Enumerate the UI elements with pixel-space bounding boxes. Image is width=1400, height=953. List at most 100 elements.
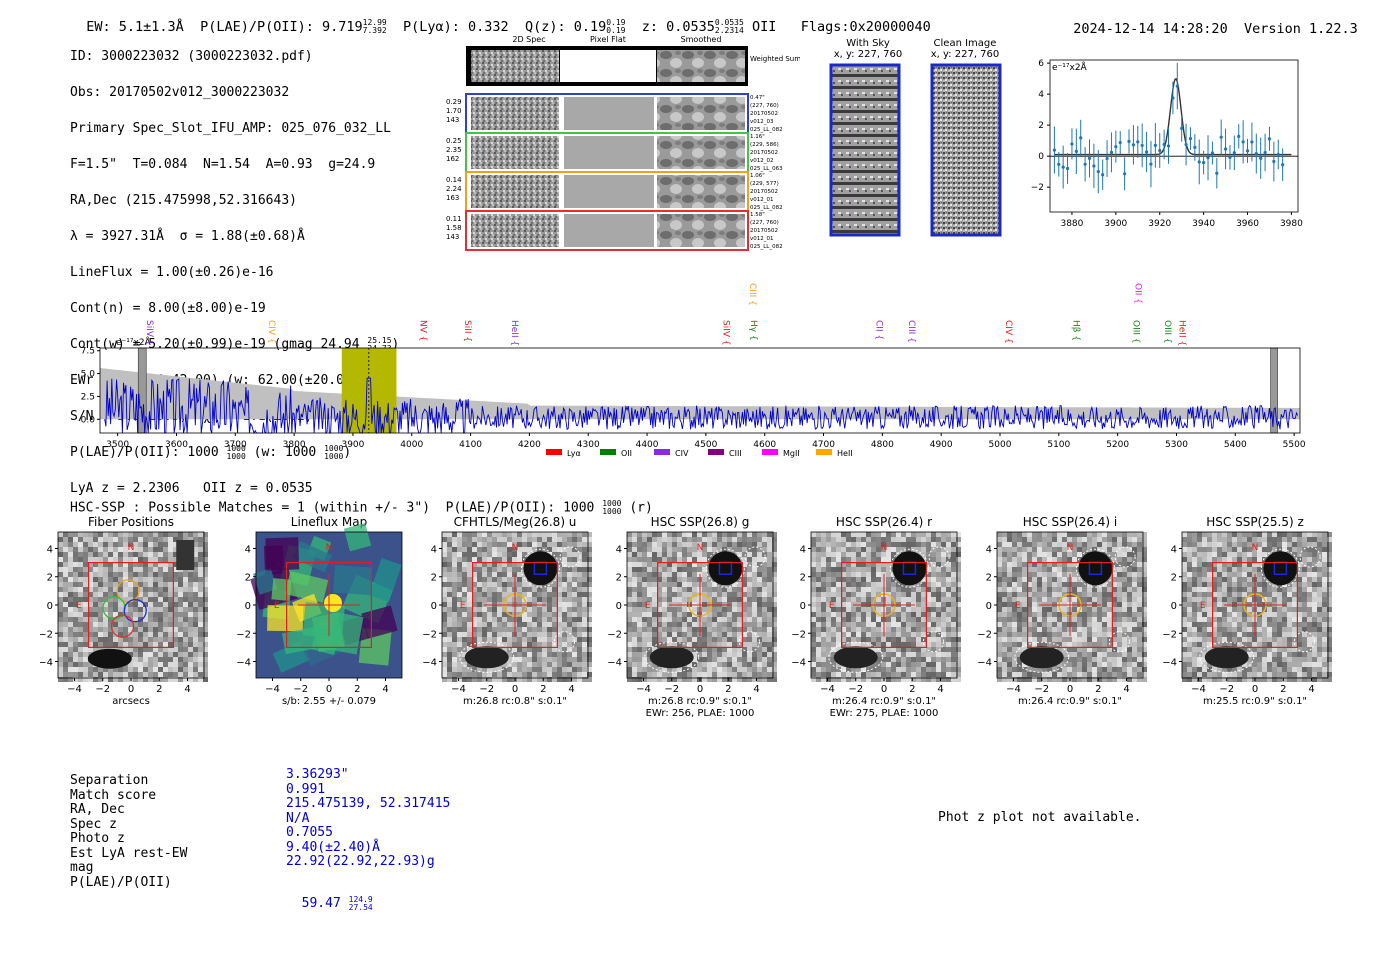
plya-value: P(Lyα): 0.332 bbox=[403, 19, 509, 35]
match-value: N/A bbox=[286, 810, 310, 826]
zoom-point bbox=[1206, 156, 1210, 160]
match-label: Photo z bbox=[70, 831, 125, 846]
bright-source bbox=[708, 551, 743, 586]
info-z: LyA z = 2.2306 OII z = 0.0535 bbox=[70, 481, 313, 496]
bright-source bbox=[1263, 551, 1298, 586]
zoom-point bbox=[1237, 134, 1241, 138]
spectrum-x-tick: 5200 bbox=[1106, 440, 1129, 450]
zoom-point bbox=[1162, 142, 1166, 147]
panel-y-tick: −2 bbox=[422, 629, 437, 640]
match-label: P(LAE)/P(OII) bbox=[70, 874, 172, 890]
spectrum-x-tick: 4600 bbox=[753, 440, 776, 450]
panel-title: CFHTLS/Meg(26.8) u bbox=[454, 515, 577, 529]
panel-x-tick: 0 bbox=[1067, 684, 1073, 695]
zoom-x-tick: 3880 bbox=[1060, 219, 1083, 229]
spectrum-x-tick: 5300 bbox=[1165, 440, 1188, 450]
cutout-flat bbox=[564, 175, 654, 208]
panel-title: Fiber Positions bbox=[88, 515, 174, 529]
zoom-point bbox=[1158, 148, 1162, 153]
spectrum-x-tick: 4100 bbox=[459, 440, 482, 450]
panel-y-tick: 0 bbox=[245, 601, 251, 612]
cutout-left-stat: 1.70 bbox=[446, 107, 462, 115]
panel-title: HSC SSP(26.8) g bbox=[651, 515, 750, 529]
zoom-y-tick: 4 bbox=[1038, 90, 1044, 100]
legend-label: Lyα bbox=[567, 449, 581, 458]
east-label: E bbox=[274, 601, 280, 611]
match-label: mag bbox=[70, 860, 94, 875]
panel-x-tick: −2 bbox=[479, 684, 494, 695]
panel-title: HSC SSP(26.4) i bbox=[1023, 515, 1118, 529]
cutout-left-stat: 162 bbox=[446, 155, 459, 163]
search-box bbox=[472, 562, 558, 648]
panel-x-tick: 4 bbox=[1308, 684, 1314, 695]
search-box bbox=[88, 562, 174, 648]
cutout-right-info: (227, 760) bbox=[750, 220, 779, 226]
col-pixel-flat: Pixel Flat bbox=[590, 35, 626, 44]
cutout-smooth bbox=[657, 97, 745, 130]
faint-source bbox=[464, 646, 509, 669]
panel-y-tick: 4 bbox=[245, 544, 251, 555]
panel-x-tick: 4 bbox=[184, 684, 190, 695]
with-sky-title: With Sky x, y: 227, 760 bbox=[833, 38, 903, 60]
zoom-point bbox=[1136, 140, 1140, 144]
zoom-point bbox=[1101, 173, 1105, 177]
spectrum-x-tick: 3600 bbox=[165, 440, 188, 450]
legend-swatch bbox=[546, 449, 562, 455]
spectrum-x-tick: 3500 bbox=[106, 440, 129, 450]
cutout-row-frame bbox=[465, 210, 749, 251]
spectrum-x-tick: 3700 bbox=[224, 440, 247, 450]
spectrum-x-tick: 4000 bbox=[400, 440, 423, 450]
match-value: 3.36293" bbox=[286, 767, 349, 782]
panel-caption: s/b: 2.55 +/- 0.079 bbox=[282, 696, 376, 707]
bright-source bbox=[1078, 551, 1113, 586]
zoom-y-tick: 2 bbox=[1038, 121, 1044, 131]
spectrum-y-tick: 7.5 bbox=[81, 347, 95, 357]
legend-swatch bbox=[762, 449, 778, 455]
zoom-point bbox=[1123, 172, 1127, 176]
ew-value: EW: 5.1±1.3Å bbox=[86, 19, 184, 35]
panel-y-tick: 2 bbox=[1171, 573, 1177, 584]
panel-x-tick: −4 bbox=[265, 684, 280, 695]
info-lambda: λ = 3927.31Å σ = 1.88(±0.68)Å bbox=[70, 229, 305, 244]
panel-y-tick: −2 bbox=[40, 629, 53, 640]
weighted-flat bbox=[560, 50, 656, 82]
qz-value: Q(z): 0.19 bbox=[524, 19, 607, 35]
zoom-point bbox=[1193, 145, 1197, 149]
panel-x-tick: 2 bbox=[909, 684, 915, 695]
zoom-point bbox=[1096, 169, 1100, 174]
panel-y-tick: 2 bbox=[431, 573, 437, 584]
zoom-point bbox=[1250, 140, 1254, 144]
faint-source bbox=[649, 646, 694, 669]
cutout-right-info: (229, 586) bbox=[750, 142, 779, 148]
bright-source bbox=[892, 551, 927, 586]
panel-y-tick: −4 bbox=[40, 658, 53, 669]
panel-x-tick: −2 bbox=[293, 684, 308, 695]
north-label: N bbox=[697, 543, 704, 553]
zoom-fit-plot: e⁻¹⁷x2Å 3880 3900 3920 3940 3960 3980 6 4 2 0 −2 bbox=[1031, 59, 1303, 229]
spectrum-y-tick: 0.0 bbox=[81, 415, 96, 425]
legend-label: MgII bbox=[783, 449, 800, 458]
east-label: E bbox=[645, 601, 651, 611]
zoom-point bbox=[1202, 160, 1206, 165]
spectrum-axes bbox=[99, 347, 1301, 434]
panel-x-tick: 2 bbox=[1280, 684, 1286, 695]
clean-image-title: Clean Image x, y: 227, 760 bbox=[930, 38, 1000, 60]
info-plae: P(LAE)/P(OII): 1000 1000 1000 (w: 1000 10… bbox=[70, 443, 352, 461]
zoom-point bbox=[1219, 135, 1223, 139]
cutout-right-info: 20170502 bbox=[750, 228, 778, 234]
faint-source bbox=[833, 646, 878, 669]
panel-y-tick: 0 bbox=[431, 601, 437, 612]
panel-y-tick: −4 bbox=[236, 658, 251, 669]
version: Version 1.22.3 bbox=[1243, 21, 1358, 37]
info-id: ID: 3000223032 (3000223032.pdf) bbox=[70, 49, 313, 64]
cutout-smooth bbox=[657, 214, 745, 247]
panel-x-tick: 0 bbox=[128, 684, 134, 695]
panel-x-tick: −2 bbox=[95, 684, 110, 695]
zoom-point bbox=[1263, 150, 1267, 155]
zoom-point bbox=[1074, 149, 1078, 153]
weighted-smooth bbox=[657, 50, 745, 82]
zoom-point bbox=[1171, 96, 1175, 100]
zoom-point bbox=[1083, 162, 1087, 166]
